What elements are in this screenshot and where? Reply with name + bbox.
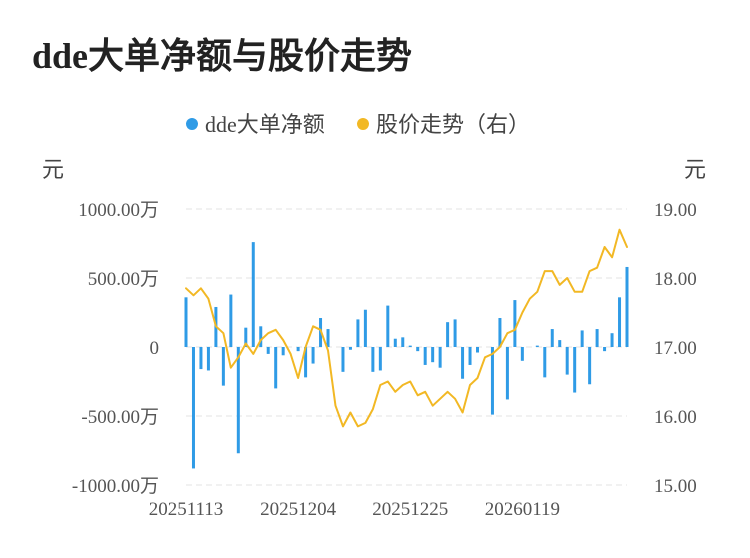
legend-marker-dde — [186, 118, 198, 130]
x-tick-label: 20260119 — [485, 499, 560, 520]
left-tick-label: -1000.00万 — [72, 476, 159, 497]
dde-bar — [595, 329, 599, 347]
right-tick-label: 17.00 — [654, 338, 697, 359]
dde-bar — [401, 337, 405, 347]
dde-bar — [266, 347, 270, 354]
left-axis-ticks: 1000.00万 500.00万 0 -500.00万 -1000.00万 — [72, 200, 159, 497]
dde-bars — [184, 242, 629, 469]
left-axis-unit: 元 — [42, 157, 64, 182]
dde-bar — [618, 297, 622, 347]
dde-bar — [603, 347, 607, 352]
price-line — [185, 228, 628, 428]
dde-bar — [296, 347, 300, 352]
dde-bar — [610, 333, 614, 347]
legend-label-price: 股价走势（右） — [376, 112, 530, 137]
dde-bar — [236, 347, 240, 454]
dde-bar — [565, 347, 569, 375]
dde-bar — [431, 347, 435, 363]
dde-bar — [393, 338, 397, 347]
dde-bar — [513, 300, 517, 347]
x-tick-label: 20251225 — [372, 499, 448, 520]
dde-bar — [304, 347, 308, 378]
dde-bar — [446, 322, 450, 347]
dde-bar — [348, 347, 352, 350]
dde-bar — [341, 347, 345, 372]
price-series-line — [185, 228, 628, 428]
legend-label-dde: dde大单净额 — [205, 112, 325, 137]
dde-bar — [625, 266, 629, 347]
right-axis-ticks: 19.00 18.00 17.00 16.00 15.00 — [654, 200, 697, 497]
dde-bar — [191, 347, 195, 469]
dde-bar — [221, 347, 225, 386]
dde-bar — [476, 347, 480, 353]
dde-bar — [371, 347, 375, 372]
dde-bar — [498, 318, 502, 347]
dde-bar — [543, 347, 547, 378]
dde-bar — [468, 347, 472, 365]
dde-bar — [416, 347, 420, 352]
dde-bar — [206, 347, 210, 371]
right-tick-label: 19.00 — [654, 200, 697, 221]
right-tick-label: 16.00 — [654, 407, 697, 428]
dde-bar — [453, 319, 457, 347]
dde-bar — [378, 347, 382, 371]
dde-bar — [423, 347, 427, 365]
dde-bar — [259, 326, 263, 347]
dde-bar — [461, 347, 465, 379]
right-tick-label: 18.00 — [654, 269, 697, 290]
dde-bar — [505, 347, 509, 400]
right-axis-unit: 元 — [684, 157, 706, 182]
left-tick-label: 0 — [150, 338, 160, 359]
dde-bar — [386, 305, 390, 347]
dde-bar — [558, 340, 562, 347]
dde-bar — [438, 347, 442, 368]
left-tick-label: 1000.00万 — [78, 200, 159, 221]
x-tick-label: 20251204 — [260, 499, 337, 520]
left-tick-label: 500.00万 — [88, 269, 159, 290]
dde-bar — [408, 345, 412, 347]
dde-bar — [229, 294, 233, 347]
right-tick-label: 15.00 — [654, 476, 697, 497]
dde-bar — [274, 347, 278, 389]
dde-bar — [251, 242, 255, 347]
dde-bar — [363, 309, 367, 347]
legend-marker-price — [357, 118, 369, 130]
x-axis-ticks: 20251113 20251204 20251225 20260119 — [149, 499, 560, 520]
legend: dde大单净额 股价走势（右） — [186, 112, 530, 137]
dde-bar — [356, 319, 360, 347]
dde-bar — [281, 347, 285, 356]
dde-bar — [535, 345, 539, 347]
dde-bar — [520, 347, 524, 361]
dde-bar — [550, 329, 554, 347]
x-tick-label: 20251113 — [149, 499, 224, 520]
dde-bar — [490, 347, 494, 415]
dde-bar — [244, 327, 248, 347]
left-tick-label: -500.00万 — [81, 407, 159, 428]
dde-bar — [311, 347, 315, 364]
dde-bar — [573, 347, 577, 393]
chart-title: dde大单净额与股价走势 — [32, 36, 413, 76]
dde-bar — [326, 329, 330, 347]
dde-bar — [588, 347, 592, 385]
dde-bar — [199, 347, 203, 370]
dde-bar — [184, 297, 188, 347]
dde-bar — [580, 330, 584, 347]
